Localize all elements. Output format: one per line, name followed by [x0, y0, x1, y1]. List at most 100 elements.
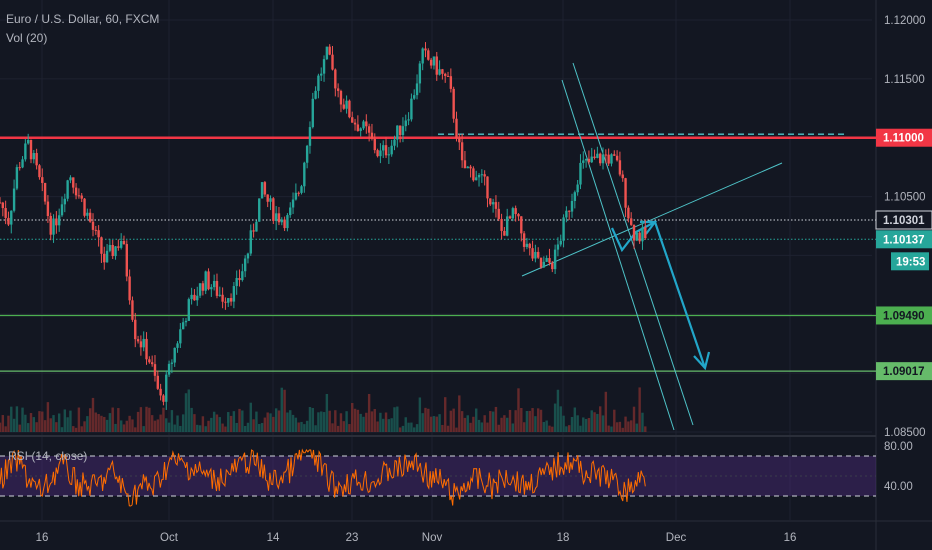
- candle-body-173: [486, 176, 489, 199]
- candle-body-111: [311, 98, 314, 128]
- candle-body-212: [596, 153, 599, 158]
- candle-body-54: [150, 362, 154, 365]
- candle-body-122: [342, 104, 345, 109]
- volume-bar-141: [396, 406, 399, 432]
- price-badge-bg-4: [876, 306, 932, 325]
- candle-body-162: [455, 118, 458, 139]
- candle-body-37: [103, 253, 106, 263]
- candle-body-191: [537, 251, 540, 258]
- volume-bar-223: [627, 421, 630, 432]
- candle-body-219: [615, 155, 619, 161]
- candle-body-88: [246, 253, 250, 259]
- volume-bar-119: [334, 410, 337, 432]
- candle-body-10: [26, 139, 30, 144]
- volume-bar-81: [227, 412, 230, 432]
- volume-bar-16: [43, 420, 47, 432]
- volume-bar-102: [286, 412, 289, 432]
- volume-bar-157: [441, 424, 444, 432]
- candle-body-196: [551, 262, 554, 270]
- volume-bars: [0, 387, 647, 432]
- channel-line-inner: [561, 79, 675, 431]
- volume-bar-55: [153, 420, 157, 432]
- candle-body-153: [429, 59, 433, 66]
- candle-body-92: [258, 198, 261, 222]
- candle-body-175: [491, 202, 495, 205]
- candle-body-130: [365, 121, 368, 127]
- candle-body-198: [556, 244, 560, 250]
- candle-body-30: [83, 198, 86, 216]
- volume-bar-191: [537, 408, 540, 432]
- rsi-legend[interactable]: RSI (14, close): [8, 449, 87, 463]
- candle-body-222: [624, 178, 627, 208]
- candle-body-96: [269, 198, 272, 202]
- candle-body-49: [136, 339, 140, 342]
- candle-body-210: [590, 156, 593, 163]
- volume-bar-203: [570, 417, 574, 432]
- volume-bar-80: [224, 426, 227, 432]
- candle-body-74: [207, 271, 210, 290]
- volume-bar-106: [297, 422, 300, 432]
- volume-bar-115: [322, 412, 326, 432]
- volume-bar-4: [10, 406, 13, 432]
- candle-body-225: [632, 224, 636, 241]
- volume-bar-217: [610, 426, 613, 432]
- candle-body-60: [167, 363, 171, 375]
- volume-bar-109: [305, 420, 309, 432]
- volume-bar-122: [342, 421, 345, 432]
- candle-body-72: [201, 283, 205, 291]
- volume-bar-165: [463, 417, 467, 432]
- candle-body-151: [424, 48, 427, 51]
- candle-body-146: [410, 98, 413, 120]
- volume-bar-189: [531, 408, 534, 432]
- candle-body-73: [204, 271, 207, 291]
- volume-bar-117: [328, 410, 331, 432]
- volume-bar-152: [427, 408, 430, 432]
- candle-body-126: [353, 122, 357, 125]
- volume-bar-147: [413, 427, 416, 432]
- volume-bar-24: [66, 417, 69, 432]
- symbol-legend[interactable]: Euro / U.S. Dollar, 60, FXCM: [6, 12, 160, 26]
- candle-body-94: [263, 182, 267, 195]
- price-badge-label-2: 1.10301: [883, 215, 925, 227]
- volume-bar-84: [235, 422, 238, 432]
- candle-body-8: [21, 159, 24, 168]
- volume-bar-135: [379, 412, 382, 432]
- candle-body-199: [559, 240, 562, 245]
- volume-bar-10: [26, 423, 30, 432]
- candle-body-203: [570, 200, 574, 212]
- volume-bar-192: [539, 409, 543, 432]
- candle-body-228: [641, 227, 644, 242]
- candle-body-132: [370, 132, 374, 139]
- volume-bar-100: [280, 387, 283, 432]
- volume-bar-159: [446, 425, 450, 432]
- volume-legend[interactable]: Vol (20): [6, 31, 48, 45]
- volume-bar-177: [497, 424, 500, 432]
- volume-bar-21: [57, 413, 61, 432]
- volume-bar-205: [576, 415, 579, 432]
- candle-body-99: [277, 213, 281, 223]
- volume-bar-64: [179, 425, 182, 432]
- volume-bar-131: [367, 393, 371, 432]
- candle-body-143: [401, 126, 405, 136]
- volume-bar-179: [503, 415, 506, 432]
- candle-body-46: [128, 276, 131, 301]
- volume-bar-42: [117, 408, 120, 432]
- volume-bar-32: [88, 408, 92, 432]
- price-badge-label-3: 1.10137: [883, 234, 925, 246]
- candle-body-125: [351, 117, 354, 123]
- volume-bar-90: [252, 419, 255, 432]
- volume-bar-174: [489, 411, 492, 432]
- candle-body-157: [441, 69, 444, 74]
- candle-body-34: [94, 229, 98, 231]
- volume-bar-54: [150, 415, 154, 432]
- volume-bar-143: [401, 425, 405, 432]
- countdown-badge-bg: [891, 252, 929, 271]
- candle-body-23: [63, 198, 67, 205]
- candle-body-128: [359, 128, 362, 131]
- candle-body-33: [91, 221, 95, 230]
- volume-bar-132: [370, 411, 374, 432]
- candle-body-119: [334, 69, 337, 89]
- volume-bar-227: [638, 387, 641, 432]
